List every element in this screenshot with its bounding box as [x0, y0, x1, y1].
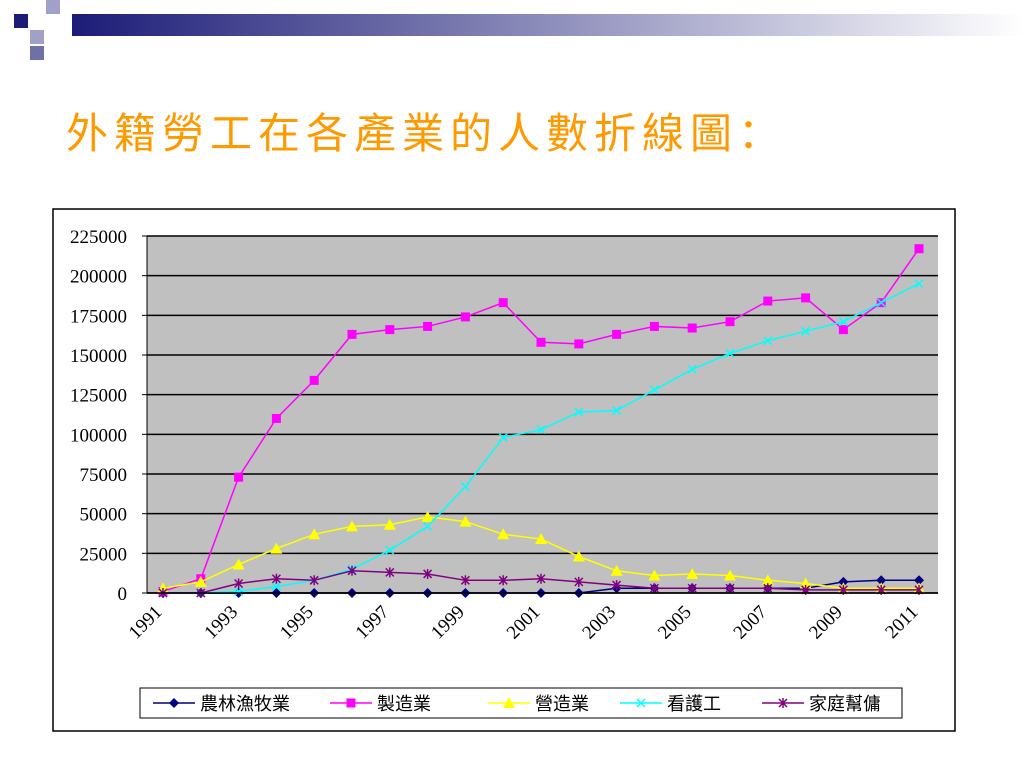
marker [169, 698, 179, 708]
marker [572, 550, 585, 562]
marker [838, 576, 849, 587]
marker [649, 583, 659, 594]
marker [271, 413, 281, 423]
marker [801, 293, 811, 303]
marker [503, 697, 515, 708]
marker [347, 565, 357, 576]
header-bar [72, 14, 1024, 36]
marker [234, 578, 244, 589]
marker [421, 510, 434, 522]
marker [423, 321, 433, 331]
marker [498, 298, 508, 308]
legend-label: 營造業 [535, 694, 589, 714]
deco-square [46, 0, 60, 14]
marker [536, 425, 546, 435]
y-tick-label: 50000 [80, 505, 128, 526]
y-tick-label: 0 [118, 584, 128, 605]
marker [346, 698, 356, 708]
marker [914, 244, 924, 254]
marker [636, 698, 646, 708]
deco-square [14, 14, 28, 28]
y-tick-label: 75000 [80, 465, 128, 486]
marker [270, 542, 283, 554]
marker [649, 385, 659, 395]
marker [649, 321, 659, 331]
legend-label: 製造業 [377, 694, 431, 714]
marker [535, 533, 547, 545]
marker [460, 575, 470, 586]
y-tick-label: 200000 [70, 267, 127, 288]
legend-label: 家庭幫傭 [809, 694, 881, 714]
marker [838, 317, 848, 327]
y-tick-label: 150000 [70, 346, 127, 367]
marker [838, 325, 848, 335]
marker [914, 279, 924, 289]
y-tick-label: 175000 [70, 306, 127, 327]
legend-label: 看護工 [667, 694, 721, 714]
y-tick-label: 225000 [70, 227, 127, 248]
marker [778, 698, 788, 708]
marker [309, 575, 319, 586]
y-tick-label: 100000 [70, 425, 127, 446]
marker [574, 407, 584, 417]
marker [687, 364, 697, 374]
marker [309, 375, 319, 385]
marker [612, 580, 622, 591]
marker [423, 568, 433, 579]
marker [385, 545, 395, 555]
marker [876, 298, 886, 308]
marker [687, 323, 697, 333]
marker [761, 574, 774, 586]
marker [234, 472, 244, 482]
deco-square [60, 14, 72, 34]
marker [271, 582, 281, 592]
marker [724, 569, 736, 581]
marker [799, 577, 812, 589]
marker [385, 567, 395, 578]
marker [536, 337, 546, 347]
marker [347, 329, 357, 339]
marker [612, 406, 622, 416]
marker [574, 339, 584, 349]
y-tick-label: 25000 [80, 544, 128, 565]
marker [194, 575, 207, 587]
legend-label: 農林漁牧業 [200, 694, 290, 714]
marker [686, 567, 699, 579]
marker [914, 575, 924, 586]
marker [460, 312, 470, 322]
marker [725, 317, 735, 327]
marker [574, 576, 584, 587]
marker [271, 573, 281, 584]
marker [610, 564, 623, 576]
marker [801, 326, 811, 336]
marker [308, 528, 321, 540]
marker [498, 432, 508, 443]
marker [460, 482, 470, 492]
y-tick-label: 125000 [70, 386, 127, 407]
marker [763, 336, 773, 346]
marker [687, 583, 697, 594]
marker [234, 586, 244, 596]
marker [725, 583, 735, 594]
marker [498, 575, 508, 586]
deco-square [30, 46, 44, 60]
marker [423, 521, 433, 531]
marker [232, 558, 245, 570]
marker [536, 573, 546, 584]
marker [763, 583, 773, 594]
marker [876, 575, 887, 586]
marker [383, 518, 396, 530]
marker [459, 515, 472, 527]
marker [725, 348, 735, 358]
slide-title: 外籍勞工在各產業的人數折線圖： [66, 111, 786, 158]
marker [648, 569, 661, 581]
marker [612, 329, 622, 339]
marker [497, 528, 510, 540]
marker [346, 520, 358, 532]
marker [385, 325, 395, 335]
marker [763, 296, 773, 306]
deco-square [30, 30, 44, 44]
